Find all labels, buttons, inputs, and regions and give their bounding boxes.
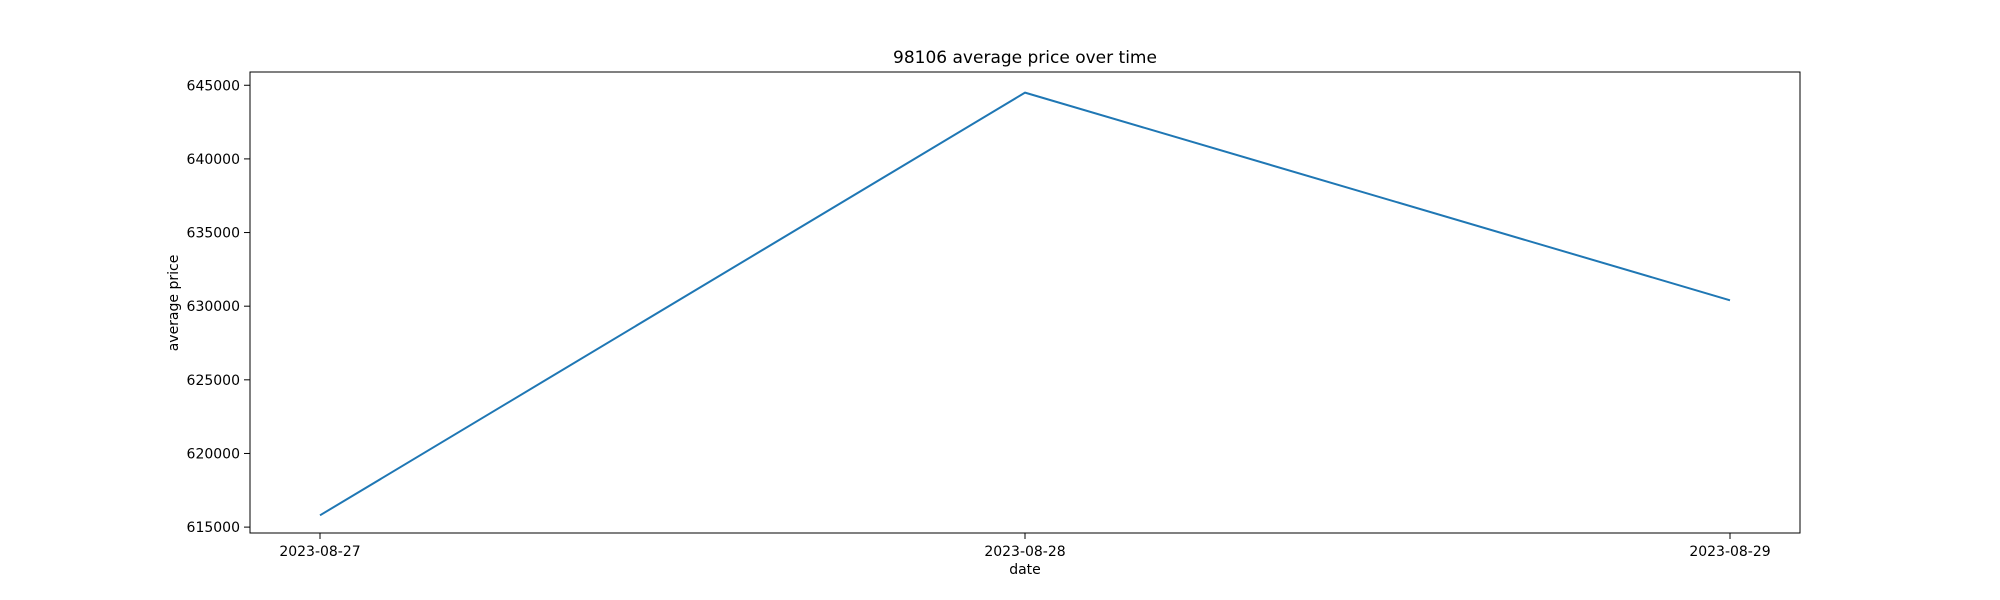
y-tick-label: 625000 — [187, 373, 240, 389]
y-tick-label: 630000 — [187, 299, 240, 315]
x-tick-label: 2023-08-27 — [279, 544, 360, 560]
series-line — [319, 91, 1731, 517]
y-axis-label: average price — [166, 255, 182, 352]
y-tick-label: 635000 — [187, 226, 240, 242]
x-axis-label: date — [1009, 562, 1041, 578]
x-tick-label: 2023-08-29 — [1689, 544, 1770, 560]
y-axis: 615000 620000 625000 630000 635000 640000 6450… — [187, 78, 250, 536]
x-axis: 2023-08-27 2023-08-28 2023-08-29 — [279, 533, 1771, 560]
y-tick-label: 645000 — [187, 78, 240, 94]
axes-frame — [249, 71, 1801, 534]
y-tick-label: 620000 — [187, 446, 240, 462]
y-tick-label: 640000 — [187, 152, 240, 168]
y-tick-label: 615000 — [187, 520, 240, 536]
x-tick-label: 2023-08-28 — [984, 544, 1065, 560]
plot-area — [319, 91, 1731, 517]
chart-title: 98106 average price over time — [893, 48, 1157, 68]
